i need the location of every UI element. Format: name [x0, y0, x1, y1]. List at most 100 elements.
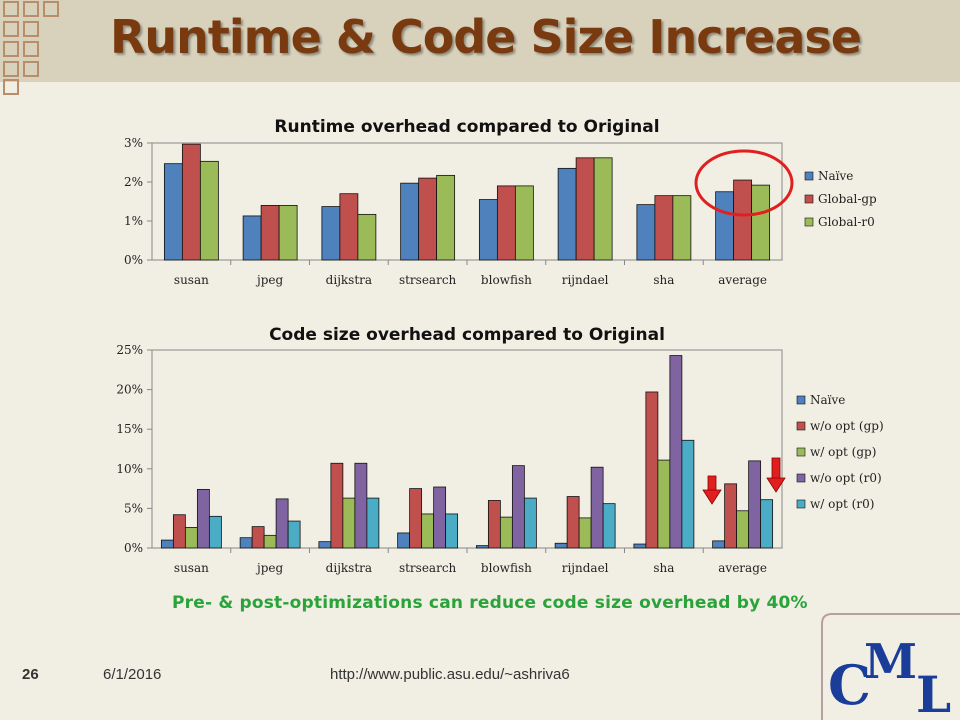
bar: [715, 191, 735, 261]
y-tick-label: 20%: [116, 383, 143, 397]
down-arrow-icon: [702, 475, 722, 505]
bar: [321, 206, 341, 261]
bar: [590, 466, 604, 549]
legend-entry: w/o opt (r0): [810, 471, 882, 485]
legend-swatch: [804, 194, 814, 204]
chart-title: Runtime overhead compared to Original: [274, 117, 659, 137]
x-tick-label: average: [718, 273, 767, 287]
legend-swatch: [796, 473, 806, 483]
legend-entry: w/o opt (gp): [810, 419, 884, 433]
bar: [318, 541, 332, 549]
bar: [342, 497, 356, 549]
x-tick-label: susan: [174, 273, 209, 287]
bar: [636, 204, 656, 261]
takeaway-note: Pre- & post-optimizations can reduce cod…: [172, 593, 808, 613]
bar: [421, 513, 435, 549]
bar: [242, 215, 262, 261]
bar: [578, 517, 592, 549]
bar: [239, 537, 253, 549]
bar: [433, 486, 447, 549]
x-tick-label: rijndael: [562, 273, 609, 287]
bar: [330, 462, 344, 549]
legend-swatch: [796, 421, 806, 431]
decorative-grid-logo: [3, 1, 59, 95]
legend-entry: w/ opt (r0): [810, 497, 874, 511]
bar: [184, 527, 198, 549]
legend-entry: Naïve: [818, 169, 853, 183]
chart-1: Runtime overhead compared to Original 0% 1…: [124, 117, 877, 287]
page-number: 26: [22, 666, 39, 683]
bar: [724, 483, 738, 549]
down-arrow-icon: [766, 457, 786, 493]
y-tick-label: 3%: [124, 136, 143, 150]
x-tick-label: blowfish: [481, 273, 532, 287]
y-tick-label: 0%: [124, 541, 143, 555]
bar: [748, 460, 762, 549]
x-tick-label: rijndael: [562, 561, 609, 575]
bar: [287, 520, 301, 549]
bar: [760, 499, 774, 549]
bar: [278, 204, 298, 261]
arrow-head: [766, 477, 786, 493]
y-tick-label: 1%: [124, 214, 143, 228]
bar: [681, 439, 695, 549]
bar: [602, 503, 616, 549]
bar: [199, 160, 219, 261]
bar: [523, 497, 537, 549]
x-tick-label: average: [718, 561, 767, 575]
bar: [196, 488, 210, 549]
bar: [418, 177, 438, 261]
bar: [672, 195, 692, 261]
y-tick-label: 25%: [116, 343, 143, 357]
bar: [260, 204, 280, 261]
bar: [566, 496, 580, 549]
bar: [712, 540, 726, 549]
y-tick-label: 2%: [124, 175, 143, 189]
x-tick-label: jpeg: [255, 561, 284, 575]
x-tick-label: jpeg: [255, 273, 284, 287]
legend-swatch: [796, 395, 806, 405]
legend-entry: Global-r0: [818, 215, 875, 229]
bar: [172, 514, 186, 549]
bar: [478, 199, 498, 261]
legend-entry: Naïve: [810, 393, 845, 407]
bar: [645, 391, 659, 549]
x-tick-label: dijkstra: [326, 273, 372, 287]
bar: [733, 179, 753, 261]
arrow-head: [702, 489, 722, 505]
bar: [487, 500, 501, 549]
bar: [357, 213, 377, 261]
svg-text:M: M: [864, 634, 917, 690]
footer-url: http://www.public.asu.edu/~ashriva6: [330, 666, 570, 683]
bar: [436, 174, 456, 261]
y-tick-label: 5%: [124, 501, 143, 515]
bar: [669, 355, 683, 549]
bar: [409, 488, 423, 549]
y-tick-label: 0%: [124, 253, 143, 267]
x-tick-label: sha: [653, 561, 674, 575]
legend-swatch: [796, 447, 806, 457]
bar: [657, 459, 671, 549]
legend-swatch: [796, 499, 806, 509]
y-tick-label: 15%: [116, 422, 143, 436]
bar: [400, 182, 420, 261]
x-tick-label: strsearch: [399, 273, 457, 287]
svg-text:C: C: [828, 653, 871, 717]
legend-swatch: [804, 217, 814, 227]
bar: [654, 195, 674, 261]
bar: [397, 532, 411, 549]
arrow-shaft: [771, 457, 781, 481]
chart-2: Code size overhead compared to Original 0…: [116, 325, 883, 575]
chart-title: Code size overhead compared to Original: [269, 325, 665, 345]
slide-date: 6/1/2016: [103, 666, 162, 683]
bar: [163, 163, 183, 261]
bar: [208, 515, 222, 549]
bar: [496, 185, 516, 261]
bar: [160, 539, 174, 549]
bar: [445, 513, 459, 549]
bar: [511, 465, 525, 549]
bar: [514, 185, 534, 261]
x-tick-label: strsearch: [399, 561, 457, 575]
bar: [633, 543, 647, 549]
bar: [251, 526, 265, 549]
